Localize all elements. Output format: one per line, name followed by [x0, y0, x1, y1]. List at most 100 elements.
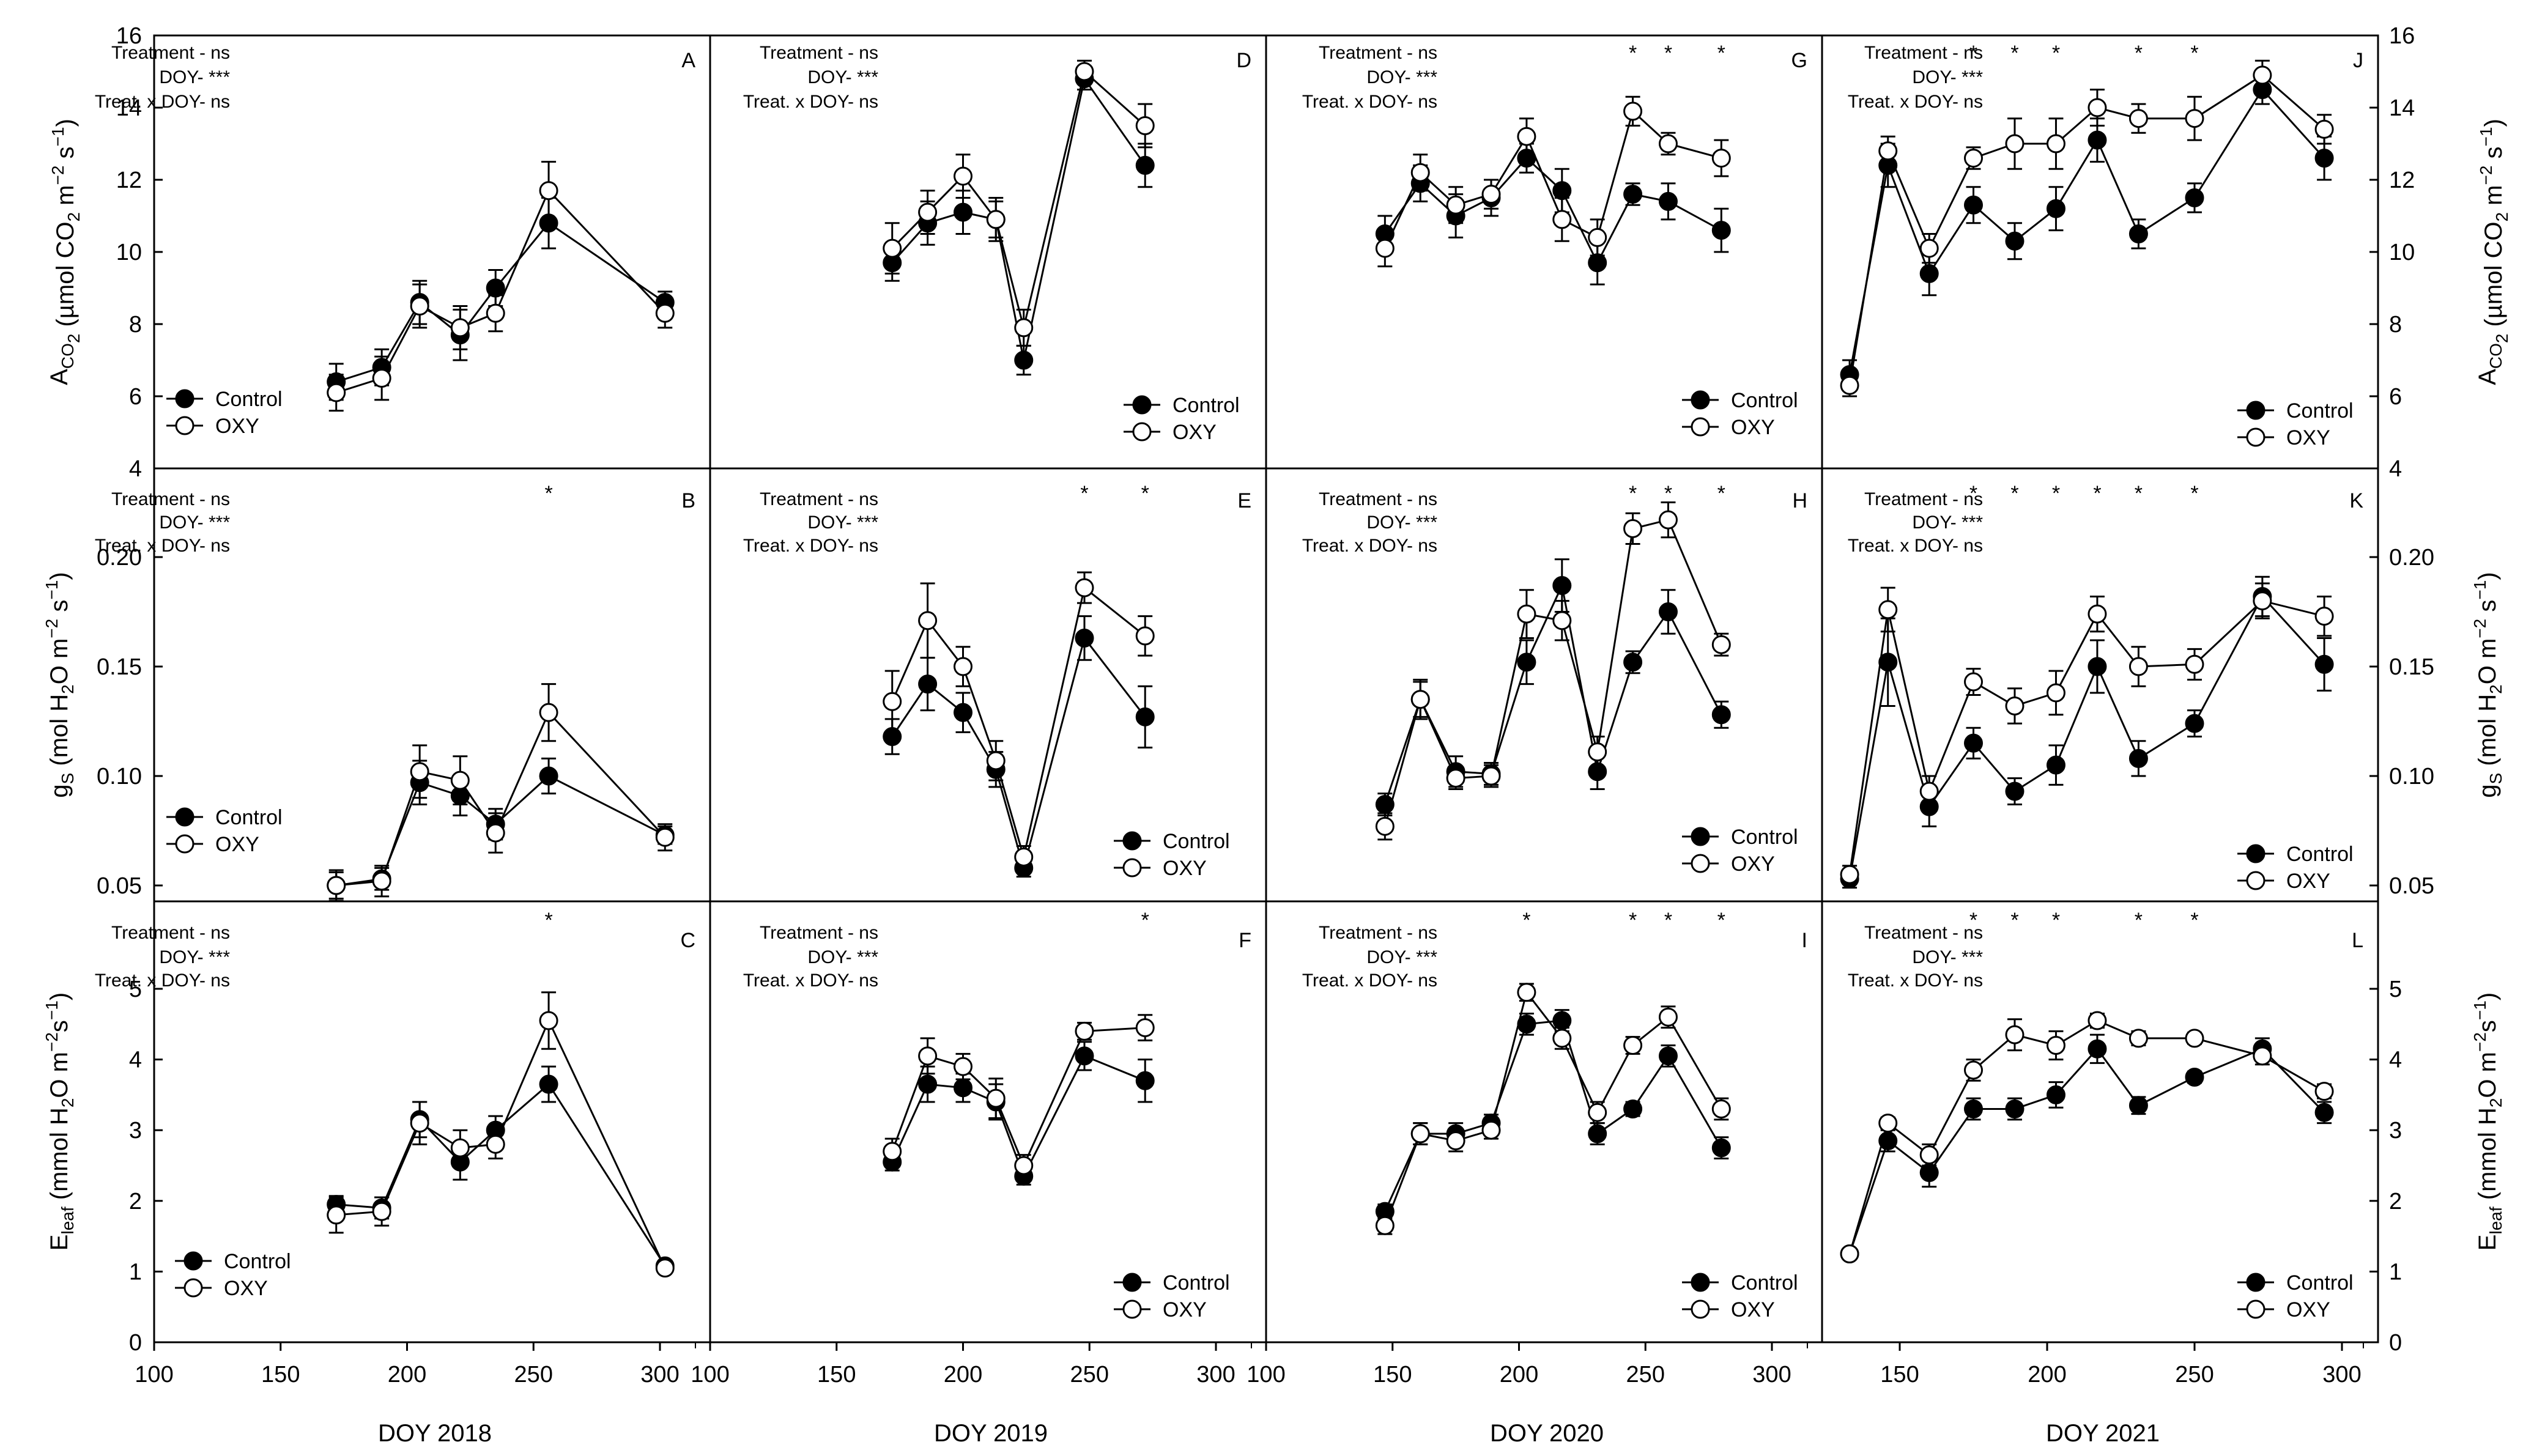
data-point [1552, 576, 1572, 596]
data-point [1711, 705, 1731, 725]
panel-letter: E [1237, 489, 1251, 512]
y-tick-label-right: 0.10 [2389, 764, 2434, 789]
significance-star: * [1522, 909, 1530, 932]
series-oxy [327, 683, 675, 902]
x-tick-label: 200 [388, 1362, 426, 1388]
series-line [1384, 109, 1722, 249]
panel-J: J Treatment - ns DOY- *** Treat. x DOY- ns *… [1840, 42, 2363, 449]
x-tick-label: 250 [514, 1362, 553, 1388]
x-tick-label: 100 [691, 1362, 729, 1388]
panel-letter: K [2349, 489, 2363, 512]
legend-marker-control [175, 389, 194, 408]
data-point [1014, 1156, 1034, 1175]
legend-label-control: Control [215, 806, 283, 829]
xlabel-2021: DOY 2021 [2046, 1420, 2160, 1447]
data-point [1623, 1035, 1643, 1055]
y-tick-label-left: 0 [129, 1330, 142, 1356]
data-point [1517, 127, 1536, 146]
legend-marker-control [1691, 827, 1710, 846]
x-tick-label: 200 [1500, 1362, 1538, 1388]
data-point [2005, 1099, 2025, 1119]
data-point [1623, 102, 1643, 121]
stats-treatment: Treatment - ns [1864, 489, 1983, 509]
x-tick-label: 300 [1196, 1362, 1235, 1388]
stats-treatment: Treatment - ns [111, 43, 230, 63]
ylabel-a-right: ACO2 (µmol CO2 m−2 s−1) [2474, 119, 2511, 385]
data-point [1135, 707, 1155, 726]
significance-star: * [1629, 909, 1637, 932]
significance-star: * [2052, 482, 2060, 505]
stats-doy: DOY- *** [1366, 67, 1437, 87]
data-point [2128, 1096, 2148, 1115]
significance-star: * [1141, 909, 1149, 932]
data-point [2253, 65, 2272, 85]
data-point [1658, 191, 1678, 211]
data-point [1552, 611, 1572, 630]
x-tick-label: 250 [1070, 1362, 1109, 1388]
data-point [1588, 742, 1607, 762]
data-point [883, 692, 902, 711]
significance-star: * [2052, 42, 2060, 65]
data-point [2005, 696, 2025, 715]
data-point [655, 1258, 675, 1278]
data-point [539, 703, 558, 722]
data-point [1658, 602, 1678, 621]
legend-label-oxy: OXY [224, 1277, 268, 1300]
panel-letter: G [1791, 49, 1807, 72]
legend: Control OXY [1682, 826, 1798, 876]
series-line [336, 711, 666, 887]
data-point [954, 1078, 972, 1098]
legend-marker-oxy [2246, 427, 2265, 447]
panel-letter: F [1239, 929, 1251, 952]
legend: Control OXY [175, 1250, 291, 1300]
stats-doy: DOY- *** [159, 67, 230, 87]
series-oxy [1840, 582, 2334, 884]
stats-interaction: Treat. x DOY- ns [95, 92, 230, 112]
data-point [1919, 264, 1939, 283]
y-tick-label-left: 6 [129, 384, 142, 410]
significance-star: * [1080, 482, 1088, 505]
series-control [327, 1065, 675, 1276]
data-point [1588, 1124, 1607, 1144]
y-tick-label-right: 0.20 [2389, 545, 2434, 571]
significance-star: * [1969, 482, 1977, 505]
significance-star: * [1717, 42, 1725, 65]
data-point [1878, 600, 1898, 619]
data-point [2005, 782, 2025, 801]
significance-star: * [2135, 42, 2143, 65]
legend: Control OXY [2237, 843, 2354, 893]
stats-interaction: Treat. x DOY- ns [1848, 92, 1983, 112]
data-point [2046, 134, 2065, 153]
series-oxy [1840, 1011, 2334, 1263]
data-point [1446, 769, 1465, 788]
legend-label-control: Control [2286, 399, 2354, 423]
legend-label-control: Control [224, 1250, 291, 1273]
legend-label-oxy: OXY [1731, 852, 1775, 876]
data-point [1964, 1060, 1983, 1080]
data-point [954, 166, 972, 186]
y-tick-label-right: 16 [2389, 23, 2415, 49]
stats-doy: DOY- *** [1912, 67, 1983, 87]
xlabel-2018: DOY 2018 [378, 1420, 492, 1447]
stats-interaction: Treat. x DOY- ns [743, 970, 878, 991]
series-control [1840, 74, 2334, 390]
series-line [891, 636, 1146, 872]
y-tick-label-right: 0 [2389, 1330, 2402, 1356]
data-point [2128, 657, 2148, 676]
stats-treatment: Treatment - ns [111, 923, 230, 943]
data-point [986, 210, 1006, 229]
data-point [2046, 1035, 2065, 1055]
data-point [1623, 652, 1643, 672]
significance-star: * [2190, 42, 2198, 65]
data-point [2314, 1082, 2334, 1101]
y-tick-label-right: 6 [2389, 384, 2402, 410]
legend-marker-oxy [1122, 858, 1142, 878]
series-oxy [883, 571, 1155, 869]
x-tick-label: 100 [1247, 1362, 1285, 1388]
stats-doy: DOY- *** [807, 67, 878, 87]
y-tick-label-right: 5 [2389, 977, 2402, 1002]
panel-F: F Treatment - ns DOY- *** Treat. x DOY- ns *… [743, 909, 1251, 1321]
legend-marker-control [1132, 395, 1152, 415]
data-point [2088, 98, 2107, 117]
